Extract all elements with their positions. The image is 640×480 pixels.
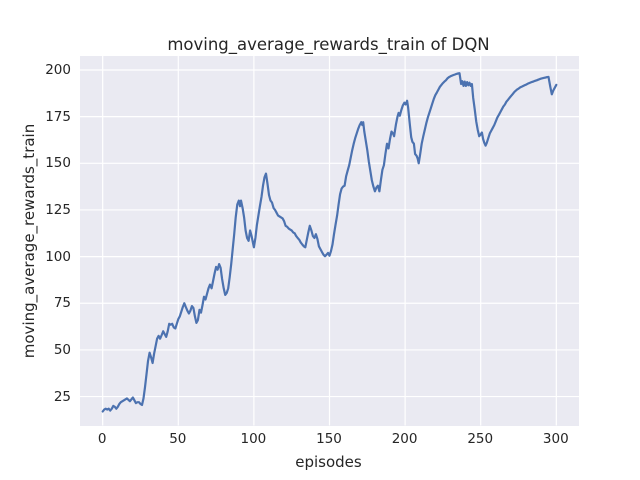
y-axis-label: moving_average_rewards_train [20, 123, 39, 358]
y-tick-label: 150 [45, 155, 71, 172]
y-tick-label: 50 [53, 341, 71, 358]
gridlines [79, 56, 579, 426]
y-tick-label: 25 [53, 388, 71, 405]
x-tick-label: 100 [240, 431, 267, 447]
x-tick-label: 200 [391, 431, 418, 447]
y-axis-label-wrap: moving_average_rewards_train [19, 56, 39, 426]
x-tick-label: 300 [542, 431, 569, 447]
reward-line [101, 72, 557, 413]
x-tick-label: 0 [97, 431, 107, 447]
x-axis-label: episodes [295, 453, 362, 471]
y-tick-label: 200 [45, 61, 71, 78]
y-tick-label: 175 [45, 108, 71, 125]
line-chart-svg [79, 56, 579, 426]
y-tick-label: 75 [53, 295, 71, 312]
series-group [101, 72, 557, 413]
y-tick-label: 125 [45, 201, 71, 218]
plot-area [79, 56, 579, 426]
x-tick-label: 150 [316, 431, 342, 447]
x-tick-label: 50 [169, 431, 187, 447]
y-tick-label: 100 [45, 248, 71, 265]
chart-title: moving_average_rewards_train of DQN [167, 35, 490, 54]
x-tick-label: 250 [467, 431, 494, 447]
